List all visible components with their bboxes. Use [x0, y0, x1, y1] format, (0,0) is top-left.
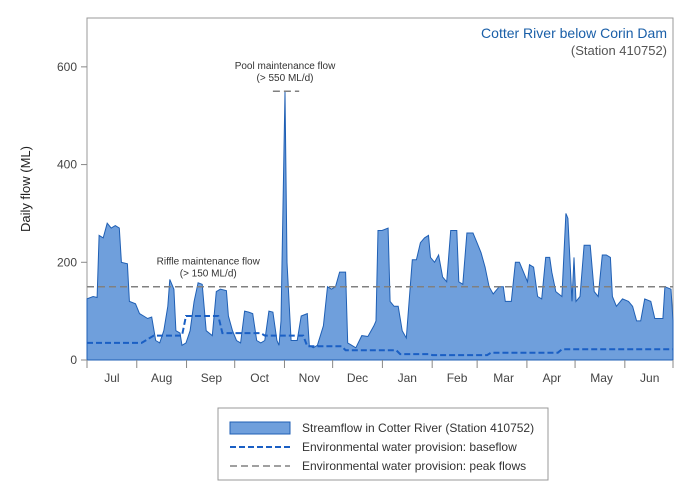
y-tick-label: 0 — [70, 353, 77, 367]
y-tick-label: 200 — [57, 255, 77, 269]
month-label-aug: Aug — [151, 371, 172, 385]
chart-subtitle: (Station 410752) — [571, 43, 667, 58]
month-label-nov: Nov — [299, 371, 320, 385]
annotation-line: (> 550 ML/d) — [257, 73, 314, 84]
y-axis-title: Daily flow (ML) — [18, 146, 33, 232]
annotation-line: Pool maintenance flow — [235, 61, 336, 72]
legend-label-baseflow: Environmental water provision: baseflow — [302, 440, 517, 454]
axes: 0 200 400 600 Jul Aug Sep Oct Nov Dec Jan Feb Mar Apr… — [57, 60, 674, 385]
month-label-jan: Jan — [398, 371, 417, 385]
month-label-jul: Jul — [104, 371, 119, 385]
y-tick-label: 600 — [57, 60, 77, 74]
annotation-line: Riffle maintenance flow — [157, 257, 261, 268]
legend-label-streamflow: Streamflow in Cotter River (Station 4107… — [302, 421, 534, 435]
chart-title: Cotter River below Corin Dam — [481, 25, 667, 41]
month-label-apr: Apr — [542, 371, 561, 385]
streamflow-area — [86, 91, 674, 361]
legend: Streamflow in Cotter River (Station 4107… — [217, 407, 549, 481]
month-label-mar: Mar — [493, 371, 514, 385]
annotation-label: Pool maintenance flow (> 550 ML/d) — [235, 61, 336, 84]
annotation-label: Riffle maintenance flow (> 150 ML/d) — [157, 257, 261, 280]
y-tick-label: 400 — [57, 158, 77, 172]
baseflow-line — [87, 315, 673, 357]
month-label-may: May — [590, 371, 613, 385]
legend-box — [217, 407, 549, 481]
month-label-jun: Jun — [640, 371, 659, 385]
month-label-feb: Feb — [447, 371, 468, 385]
annotation-line: (> 150 ML/d) — [180, 269, 237, 280]
annotations: Pool maintenance flow (> 550 ML/d) Riffle … — [157, 61, 336, 279]
month-label-dec: Dec — [347, 371, 368, 385]
legend-label-peak-flows: Environmental water provision: peak flow… — [302, 459, 526, 473]
legend-swatch-streamflow — [229, 421, 291, 435]
month-label-oct: Oct — [250, 371, 269, 385]
month-label-sep: Sep — [201, 371, 223, 385]
